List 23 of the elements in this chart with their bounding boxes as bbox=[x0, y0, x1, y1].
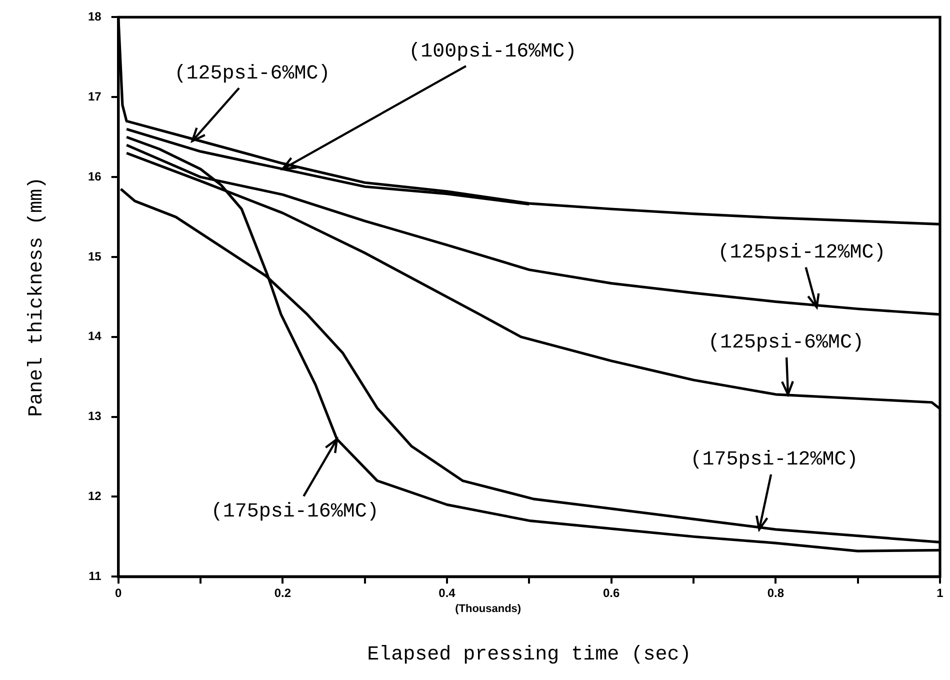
x-tick-label: 1 bbox=[936, 586, 944, 600]
x-tick-label: 0.2 bbox=[274, 586, 292, 600]
y-tick-label: 11 bbox=[88, 568, 102, 583]
y-tick-label: 14 bbox=[88, 329, 102, 344]
x-tick-label: 0.4 bbox=[438, 586, 456, 600]
annotation: (125psi-6%MC) bbox=[174, 62, 330, 86]
y-tick-label: 13 bbox=[88, 409, 102, 424]
annotation: (175psi-12%MC) bbox=[690, 448, 858, 472]
y-tick-label: 17 bbox=[88, 89, 102, 104]
y-tick-label: 18 bbox=[88, 10, 102, 24]
annotation: (100psi-16%MC) bbox=[408, 40, 577, 64]
x-tick-label: 0 bbox=[115, 586, 122, 600]
y-tick-label: 16 bbox=[88, 169, 102, 184]
annotation: (125psi-12%MC) bbox=[718, 242, 886, 265]
x-tick-label: 0.8 bbox=[767, 586, 784, 600]
x-axis-title: Elapsed pressing time (sec) bbox=[367, 643, 692, 666]
annotation: (125psi-6%MC) bbox=[708, 332, 864, 355]
y-tick-label: 15 bbox=[88, 249, 102, 264]
annotation: (175psi-16%MC) bbox=[210, 500, 379, 524]
x-tick-label: 0.6 bbox=[602, 586, 620, 600]
text: (Thousands) bbox=[455, 603, 522, 616]
y-axis-title: Panel thickness (mm) bbox=[25, 176, 48, 417]
y-tick-label: 12 bbox=[88, 489, 102, 503]
